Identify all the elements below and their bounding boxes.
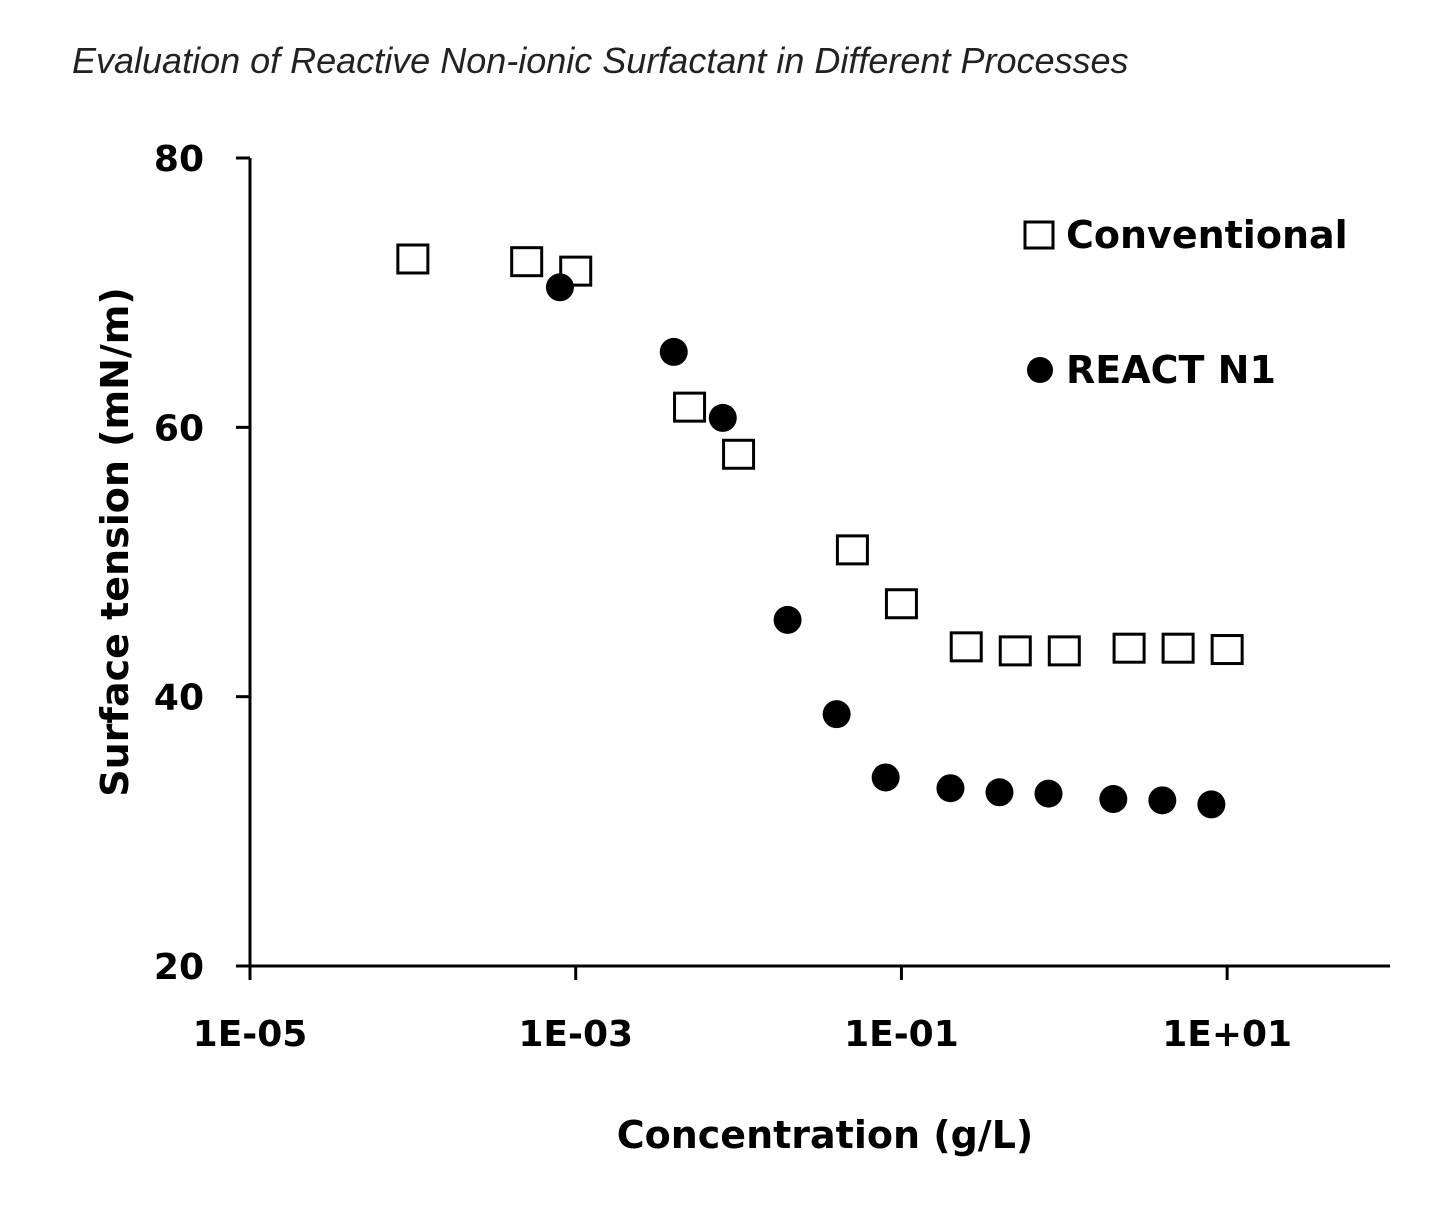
point-conventional — [835, 534, 869, 566]
y-tick-label: 40 — [154, 678, 204, 719]
point-react-n1 — [1197, 790, 1226, 819]
y-tick-label: 20 — [154, 947, 204, 988]
legend-marker-conventional — [1023, 220, 1055, 250]
x-tick-label: 1E-03 — [518, 1014, 633, 1055]
legend: Conventional REACT N1 — [1023, 213, 1348, 392]
y-tick-label: 60 — [154, 408, 204, 449]
chart-title: Evaluation of Reactive Non-ionic Surfact… — [72, 40, 1129, 81]
point-conventional — [1112, 632, 1146, 664]
legend-label-conventional: Conventional — [1066, 213, 1348, 257]
point-conventional — [1210, 634, 1244, 666]
y-axis-title: Surface tension (mN/m) — [93, 287, 137, 797]
point-react-n1 — [985, 778, 1014, 807]
y-ticks: 20 40 60 80 — [154, 139, 250, 988]
x-tick-label: 1E-05 — [193, 1014, 308, 1055]
x-axis-title: Concentration (g/L) — [617, 1113, 1034, 1157]
x-tick-label: 1E+01 — [1162, 1014, 1292, 1055]
data-points — [396, 243, 1244, 819]
point-react-n1 — [871, 763, 900, 792]
point-conventional — [510, 246, 544, 278]
point-conventional — [884, 588, 918, 620]
point-react-n1 — [1099, 785, 1128, 814]
point-conventional — [1047, 635, 1081, 667]
axes — [248, 158, 1390, 968]
x-ticks: 1E-05 1E-03 1E-01 1E+01 — [193, 966, 1292, 1055]
point-react-n1 — [936, 774, 965, 803]
point-react-n1 — [545, 273, 574, 302]
point-react-n1 — [822, 700, 851, 729]
point-react-n1 — [708, 403, 737, 432]
x-tick-label: 1E-01 — [844, 1014, 959, 1055]
point-conventional — [949, 631, 983, 663]
point-conventional — [673, 391, 707, 423]
point-react-n1 — [773, 605, 802, 634]
point-react-n1 — [659, 337, 688, 366]
point-react-n1 — [1148, 786, 1177, 815]
y-tick-label: 80 — [154, 139, 204, 180]
legend-marker-react-n1 — [1027, 357, 1053, 383]
point-conventional — [998, 635, 1032, 667]
point-conventional — [1161, 632, 1195, 664]
point-conventional — [722, 438, 756, 470]
point-conventional — [396, 243, 430, 275]
point-react-n1 — [1034, 779, 1063, 808]
legend-label-react-n1: REACT N1 — [1066, 348, 1276, 392]
